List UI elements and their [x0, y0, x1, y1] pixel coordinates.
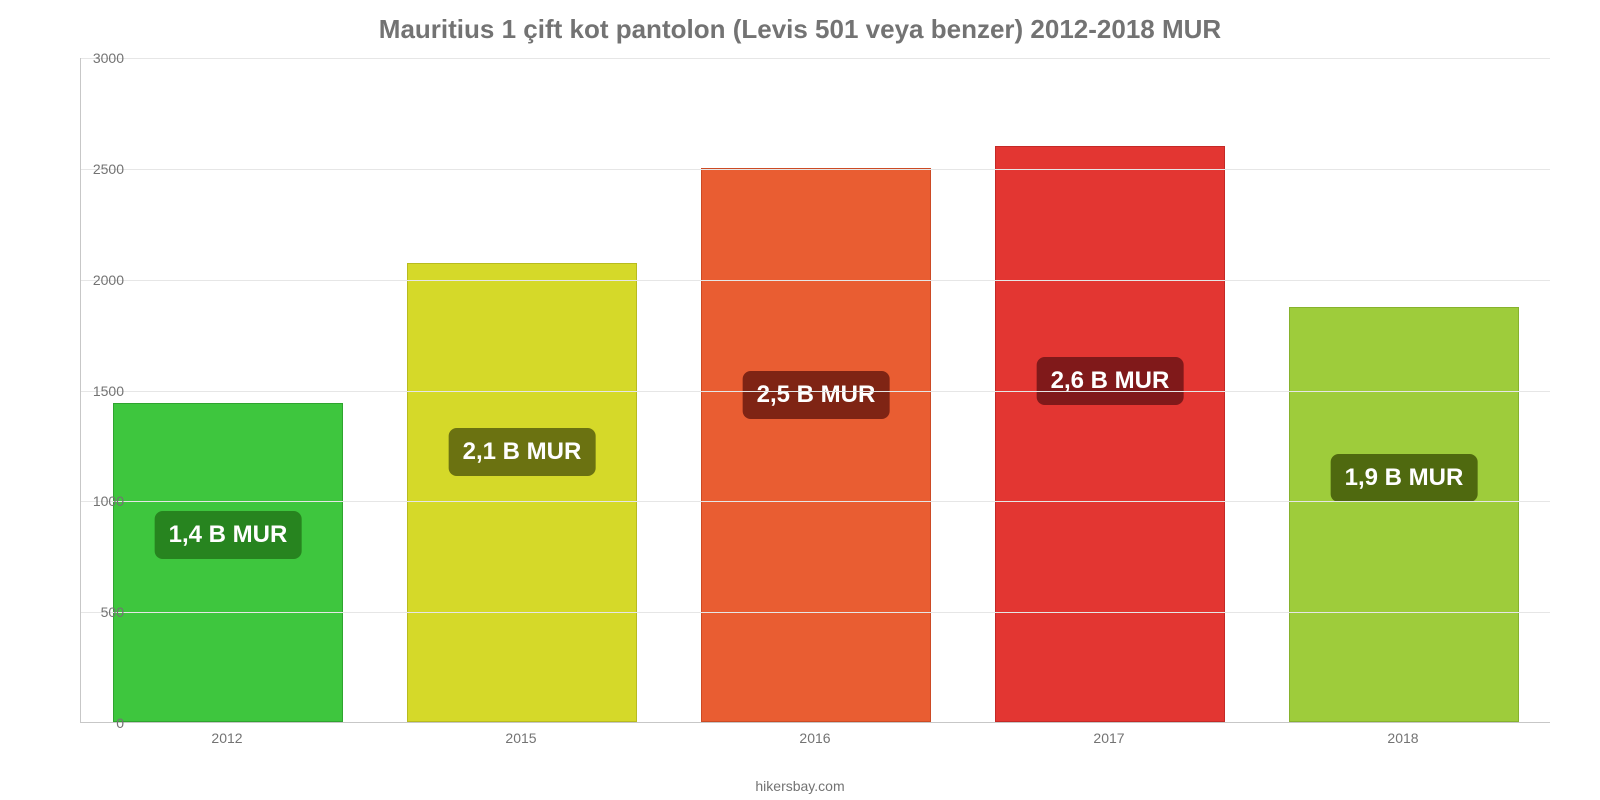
bar: 2,5 B MUR [701, 168, 930, 722]
y-axis-tick: 1500 [74, 383, 124, 399]
y-axis-tick: 2000 [74, 272, 124, 288]
bar-value-label: 1,9 B MUR [1331, 454, 1478, 502]
y-axis-tick: 2500 [74, 161, 124, 177]
plot-area: 1,4 B MUR 2,1 B MUR 2,5 B MUR 2,6 B MUR 1,9 … [80, 58, 1550, 723]
x-axis-tick: 2016 [799, 730, 830, 746]
x-axis-tick: 2017 [1093, 730, 1124, 746]
y-axis-tick: 3000 [74, 50, 124, 66]
bar-value-label: 2,5 B MUR [743, 371, 890, 419]
bar: 1,4 B MUR [113, 403, 342, 722]
x-axis-tick: 2018 [1387, 730, 1418, 746]
grid-line [81, 58, 1550, 59]
grid-line [81, 169, 1550, 170]
bar: 1,9 B MUR [1289, 307, 1518, 722]
grid-line [81, 280, 1550, 281]
grid-line [81, 391, 1550, 392]
grid-line [81, 612, 1550, 613]
grid-line [81, 501, 1550, 502]
y-axis-tick: 0 [74, 715, 124, 731]
bar-value-label: 2,1 B MUR [449, 428, 596, 476]
bar: 2,1 B MUR [407, 263, 636, 722]
bar-value-label: 2,6 B MUR [1037, 357, 1184, 405]
y-axis-tick: 1000 [74, 493, 124, 509]
bar: 2,6 B MUR [995, 146, 1224, 722]
attribution-text: hikersbay.com [0, 778, 1600, 794]
bar-value-label: 1,4 B MUR [155, 511, 302, 559]
chart-container: Mauritius 1 çift kot pantolon (Levis 501… [0, 0, 1600, 800]
x-axis-tick: 2012 [211, 730, 242, 746]
chart-title: Mauritius 1 çift kot pantolon (Levis 501… [0, 0, 1600, 51]
x-axis-tick: 2015 [505, 730, 536, 746]
y-axis-tick: 500 [74, 604, 124, 620]
